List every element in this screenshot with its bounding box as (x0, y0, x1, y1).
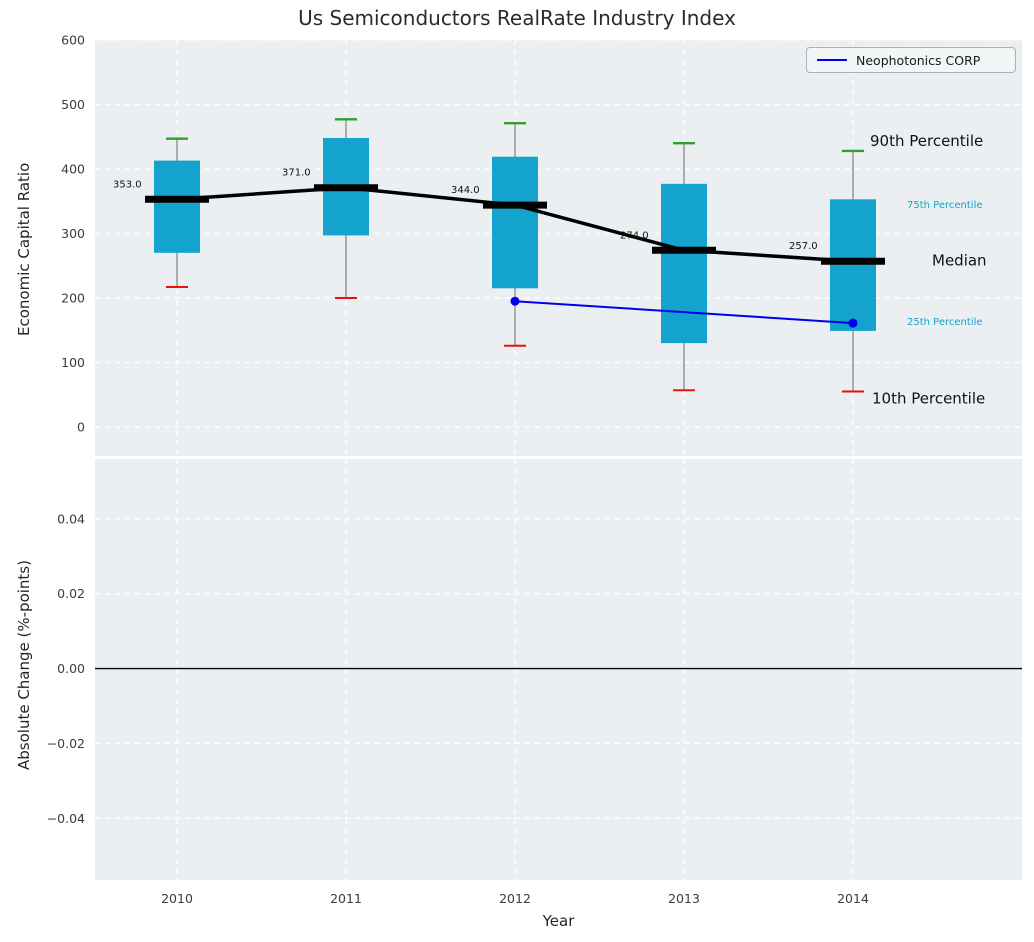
top-gridlines (95, 39, 1022, 456)
iqr-box (830, 199, 876, 331)
top-ytick-label: 500 (61, 97, 85, 112)
top-ytick-label: 200 (61, 290, 85, 305)
median-value-label: 257.0 (789, 241, 818, 252)
median-value-label: 344.0 (451, 185, 480, 196)
top-ytick-label: 400 (61, 161, 85, 176)
xtick-label: 2014 (837, 891, 869, 906)
bottom-ytick-label: 0.02 (57, 586, 85, 601)
legend-label: Neophotonics CORP (856, 52, 981, 68)
iqr-box (154, 160, 200, 253)
legend-line-sample (817, 59, 847, 61)
y-axis-label-top: Economic Capital Ratio (15, 162, 33, 336)
top-ytick-label: 300 (61, 226, 85, 241)
annotation-75th-percentile: 75th Percentile (907, 200, 983, 211)
xtick-label: 2012 (499, 891, 531, 906)
median-value-label: 353.0 (113, 179, 142, 190)
iqr-box (492, 156, 538, 289)
iqr-box (661, 183, 707, 344)
median-value-label: 274.0 (620, 230, 649, 241)
bottom-ytick-label: 0.00 (57, 661, 85, 676)
annotation-90th-percentile: 90th Percentile (870, 132, 983, 150)
box-2012 (492, 121, 538, 347)
top-ytick-label: 0 (77, 419, 85, 434)
top-ytick-label: 600 (61, 33, 85, 48)
box-2014 (830, 149, 876, 393)
top-ytick-label: 100 (61, 355, 85, 370)
annotation-median: Median (932, 252, 987, 270)
xtick-label: 2011 (330, 891, 362, 906)
x-axis-label: Year (542, 912, 575, 930)
bottom-ytick-label: 0.04 (57, 511, 85, 526)
chart-title: Us Semiconductors RealRate Industry Inde… (298, 6, 736, 30)
xtick-label: 2013 (668, 891, 700, 906)
bottom-ytick-label: −0.02 (47, 736, 85, 751)
xtick-label: 2010 (161, 891, 193, 906)
bottom-ytick-label: −0.04 (47, 811, 85, 826)
y-axis-label-bottom: Absolute Change (%-points) (15, 560, 33, 770)
box-2013 (661, 141, 707, 392)
company-line (514, 300, 854, 325)
company-marker (848, 318, 858, 328)
annotation-25th-percentile: 25th Percentile (907, 317, 983, 328)
bottom-plot-bg (95, 459, 1022, 880)
annotation-10th-percentile: 10th Percentile (872, 390, 985, 408)
legend: Neophotonics CORP (806, 47, 1016, 73)
median-value-label: 371.0 (282, 168, 311, 179)
company-marker (510, 296, 520, 306)
box-2010 (154, 137, 200, 289)
